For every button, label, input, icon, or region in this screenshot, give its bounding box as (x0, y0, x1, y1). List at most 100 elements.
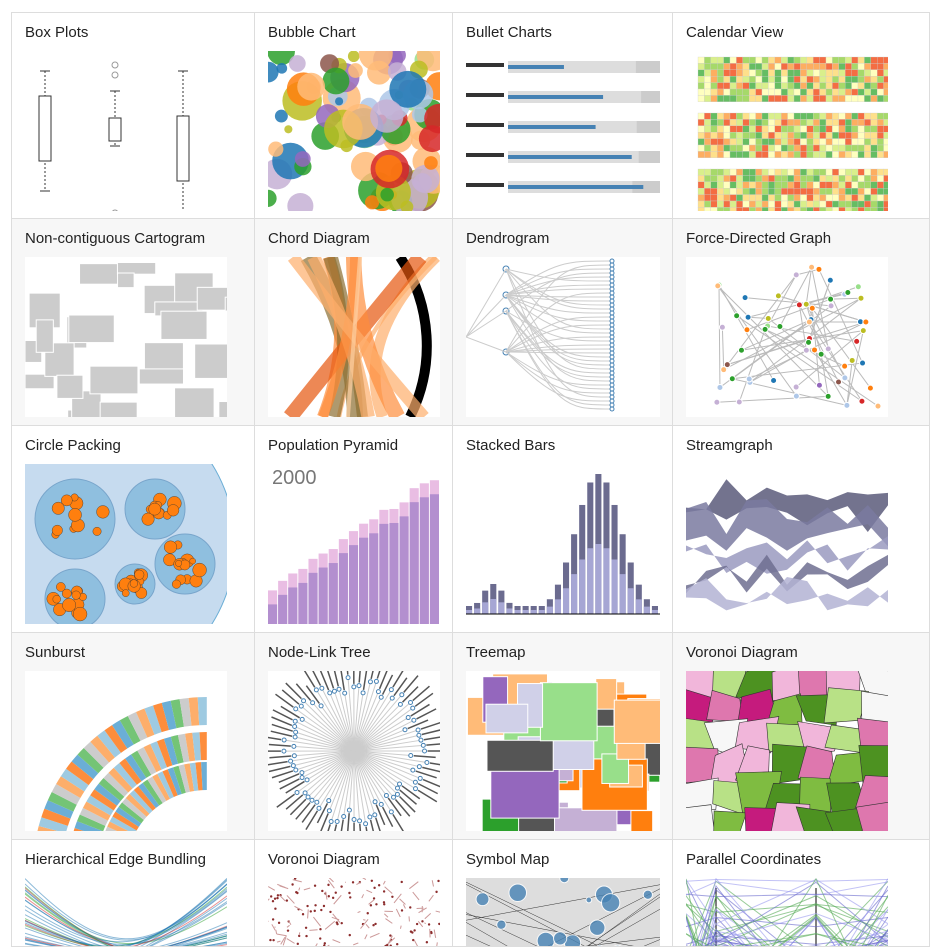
link (353, 750, 361, 821)
day (870, 132, 878, 139)
day (838, 181, 846, 189)
gallery-item[interactable]: Stacked Bars (453, 426, 673, 633)
day (781, 56, 788, 64)
record (686, 895, 888, 938)
day (781, 181, 788, 189)
label-stub (275, 693, 294, 708)
day (851, 194, 859, 202)
link (805, 267, 813, 305)
bundle (25, 883, 227, 941)
gallery-item[interactable]: Sunburst (11, 633, 255, 840)
gallery-item[interactable]: Treemap (453, 633, 673, 840)
gallery-item[interactable]: Non-contiguous Cartogram (11, 219, 255, 426)
day (813, 181, 820, 189)
day (883, 82, 888, 90)
bundle (148, 897, 227, 946)
gallery-item[interactable]: Dendrogram (453, 219, 673, 426)
day (736, 69, 743, 77)
day (825, 56, 833, 64)
leaf (609, 266, 615, 272)
leaf (52, 595, 61, 604)
day (697, 138, 705, 146)
arc (90, 735, 115, 763)
day (825, 181, 833, 189)
day (864, 63, 871, 70)
bundle (25, 896, 227, 946)
label-stub (268, 743, 291, 747)
node (305, 794, 311, 800)
day (864, 95, 871, 102)
day (806, 151, 814, 158)
link (306, 750, 355, 781)
gallery-item[interactable]: Circle Packing (11, 426, 255, 633)
day (787, 112, 795, 120)
gallery-item[interactable]: Voronoi Diagram (673, 633, 930, 840)
node (416, 732, 422, 738)
gallery-item[interactable]: Hierarchical Edge Bundling (11, 840, 255, 947)
gallery-item[interactable]: Bubble Chart (255, 12, 453, 219)
day (845, 69, 852, 77)
link (301, 750, 355, 779)
day (800, 132, 807, 139)
day (813, 125, 820, 133)
item-title: Symbol Map (466, 851, 550, 868)
gallery-item[interactable]: Chord Diagram (255, 219, 453, 426)
link (321, 688, 355, 752)
label-stub (426, 743, 440, 746)
day (838, 56, 846, 64)
day (851, 95, 859, 102)
leaf (141, 512, 155, 526)
node (733, 312, 741, 320)
edge (366, 889, 373, 894)
bar (419, 497, 429, 624)
day (864, 56, 871, 64)
gallery-item[interactable]: Bullet Charts (453, 12, 673, 219)
day (736, 88, 743, 96)
bundle (25, 893, 116, 946)
gallery-item[interactable]: Box Plots (11, 12, 255, 219)
day (761, 82, 769, 90)
day (742, 144, 750, 152)
gallery-item[interactable]: Voronoi Diagram (255, 840, 453, 947)
day (761, 132, 769, 139)
day (742, 200, 750, 208)
label-stub (319, 671, 330, 691)
day (813, 144, 820, 152)
day (845, 181, 852, 189)
bar (399, 516, 409, 624)
day (819, 168, 827, 176)
gallery-item[interactable]: Population Pyramid 2000 (255, 426, 453, 633)
day (800, 175, 807, 182)
day (845, 175, 852, 182)
gallery-item[interactable]: Calendar View (673, 12, 930, 219)
leaf (96, 505, 110, 519)
day (723, 63, 731, 70)
gallery-item[interactable]: Streamgraph (673, 426, 930, 633)
bar (603, 548, 610, 614)
day (825, 175, 833, 182)
gallery-item[interactable]: Symbol Map (453, 840, 673, 947)
label-stub (268, 765, 291, 773)
site (430, 931, 433, 935)
thumbnail (268, 51, 440, 211)
bar (506, 608, 513, 614)
link (505, 310, 611, 374)
edge (424, 912, 432, 920)
day (781, 144, 788, 152)
gallery-item[interactable]: Force-Directed Graph (673, 219, 930, 426)
arc (82, 801, 111, 821)
link (353, 717, 409, 752)
measure (508, 185, 644, 189)
link (353, 707, 414, 752)
day (857, 151, 865, 158)
link (778, 295, 867, 323)
gallery-item[interactable]: Node-Link Tree (255, 633, 453, 840)
leaf (609, 294, 615, 300)
leaf (148, 502, 161, 516)
day (742, 76, 750, 83)
node (408, 699, 414, 705)
day (845, 168, 852, 176)
day (825, 63, 833, 70)
node (805, 338, 813, 346)
gallery-item[interactable]: Parallel Coordinates (673, 840, 930, 947)
